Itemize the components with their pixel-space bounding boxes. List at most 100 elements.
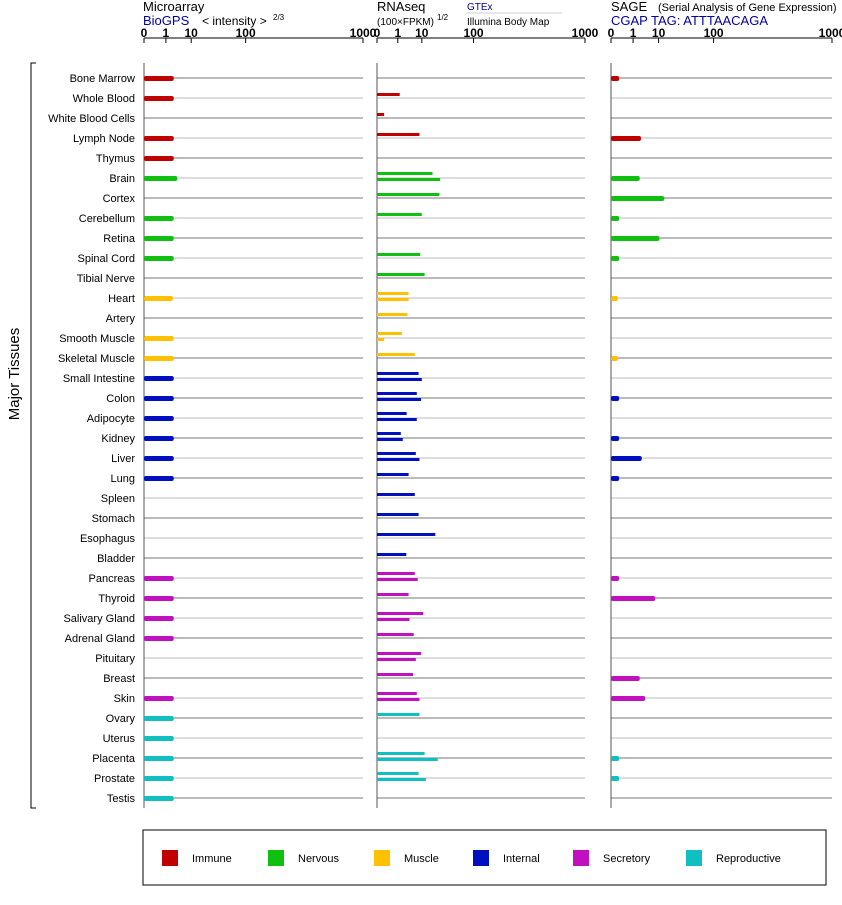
microarray-bar: [144, 476, 174, 481]
rnaseq-bar: [377, 572, 415, 575]
legend-swatch-muscle: [374, 850, 390, 866]
sage-bar: [611, 676, 640, 681]
legend-box: [142, 829, 827, 886]
axis-tick-label: 100: [464, 26, 484, 40]
microarray-bar: [144, 576, 174, 581]
sage-bar: [611, 756, 620, 761]
rnaseq-bar: [377, 513, 419, 516]
sage-bar: [611, 356, 618, 361]
rnaseq-bar: [377, 113, 385, 116]
rnaseq-bar: [377, 378, 422, 381]
sage-title-note: (Serial Analysis of Gene Expression): [658, 2, 837, 14]
tissue-label: Whole Blood: [73, 93, 135, 105]
microarray-bar: [144, 156, 174, 161]
microarray-bar: [144, 756, 174, 761]
tissue-label: Kidney: [101, 433, 135, 445]
sage-bar: [611, 596, 656, 601]
rnaseq-bar: [377, 778, 426, 781]
rnaseq-bar: [377, 752, 425, 755]
tissue-label: Bladder: [97, 553, 135, 565]
rnaseq-bar: [377, 452, 416, 455]
tissue-label: Heart: [108, 293, 135, 305]
y-axis-label: Major Tissues: [6, 328, 23, 421]
tissue-label: Smooth Muscle: [59, 333, 135, 345]
tissue-label: Spinal Cord: [78, 253, 135, 265]
rnaseq-bar: [377, 758, 438, 761]
rnaseq-bar: [377, 338, 385, 341]
rnaseq-bar: [377, 193, 440, 196]
rnaseq-bar: [377, 553, 407, 556]
legend-swatch-immune: [162, 850, 178, 866]
rnaseq-bar: [377, 178, 441, 181]
microarray-bar: [144, 736, 174, 741]
rnaseq-bar: [377, 692, 417, 695]
sage-bar: [611, 176, 640, 181]
axis-tick-label: 10: [415, 26, 429, 40]
rnaseq-bar: [377, 253, 421, 256]
tissue-label: Artery: [106, 313, 136, 325]
tissue-label: Spleen: [101, 493, 135, 505]
legend-label-internal: Internal: [503, 853, 540, 865]
rnaseq-bar: [377, 658, 416, 661]
legend-label-secretory: Secretory: [603, 853, 651, 865]
axis-tick-label: 100: [704, 26, 724, 40]
axis-tick-label: 0: [608, 26, 615, 40]
rnaseq-bar: [377, 673, 414, 676]
rnaseq-bar: [377, 172, 433, 175]
y-axis-bracket: [30, 62, 36, 809]
sage-bar: [611, 236, 660, 241]
tissue-label: Skeletal Muscle: [58, 353, 135, 365]
rnaseq-bar: [377, 372, 419, 375]
rnaseq-bar: [377, 713, 420, 716]
tissue-label: Testis: [107, 793, 136, 805]
microarray-bar: [144, 336, 174, 341]
tissue-label: Salivary Gland: [63, 613, 135, 625]
rnaseq-bar: [377, 133, 420, 136]
sage-bar: [611, 576, 620, 581]
microarray-bar: [144, 96, 174, 101]
tissue-label: Lymph Node: [73, 133, 135, 145]
tissue-label: Breast: [103, 673, 135, 685]
microarray-bar: [144, 176, 178, 181]
microarray-title: Microarray: [143, 0, 205, 14]
rnaseq-bar: [377, 593, 409, 596]
sage-bar: [611, 136, 641, 141]
sage-bar: [611, 216, 620, 221]
tissue-label: Uterus: [103, 733, 136, 745]
rnaseq-bar: [377, 772, 419, 775]
legend-swatch-nervous: [268, 850, 284, 866]
microarray-bar: [144, 456, 174, 461]
rnaseq-bar: [377, 618, 410, 621]
sage-bar: [611, 436, 620, 441]
tissue-label: Cortex: [103, 193, 136, 205]
sage-bar: [611, 396, 620, 401]
tissue-label: Prostate: [94, 773, 135, 785]
tissue-label: Thyroid: [98, 593, 135, 605]
microarray-bar: [144, 716, 174, 721]
microarray-subtitle: BioGPS: [143, 13, 190, 28]
rnaseq-bar: [377, 93, 400, 96]
microarray-bar: [144, 76, 174, 81]
rnaseq-bar: [377, 578, 418, 581]
rnaseq-bar: [377, 332, 402, 335]
axis-tick-label: 1: [394, 26, 401, 40]
rnaseq-bar: [377, 493, 415, 496]
axis-tick-label: 0: [141, 26, 148, 40]
tissue-label: Retina: [103, 233, 136, 245]
rnaseq-bar: [377, 292, 409, 295]
legend-label-nervous: Nervous: [298, 853, 339, 865]
microarray-note-exponent: 2/3: [273, 13, 285, 22]
sage-bar: [611, 776, 620, 781]
microarray-bar: [144, 616, 174, 621]
sage-subtitle: CGAP TAG: ATTTAACAGA: [611, 13, 768, 28]
legend-label-immune: Immune: [192, 853, 232, 865]
legend-label-reproductive: Reproductive: [716, 853, 781, 865]
microarray-note: < intensity >: [202, 14, 267, 28]
tissue-label: Lung: [111, 473, 135, 485]
rnaseq-source-illumina: Illumina Body Map: [467, 17, 550, 28]
rnaseq-bar: [377, 353, 415, 356]
rnaseq-bar: [377, 418, 417, 421]
tissue-label: Adipocyte: [87, 413, 135, 425]
legend-swatch-secretory: [573, 850, 589, 866]
